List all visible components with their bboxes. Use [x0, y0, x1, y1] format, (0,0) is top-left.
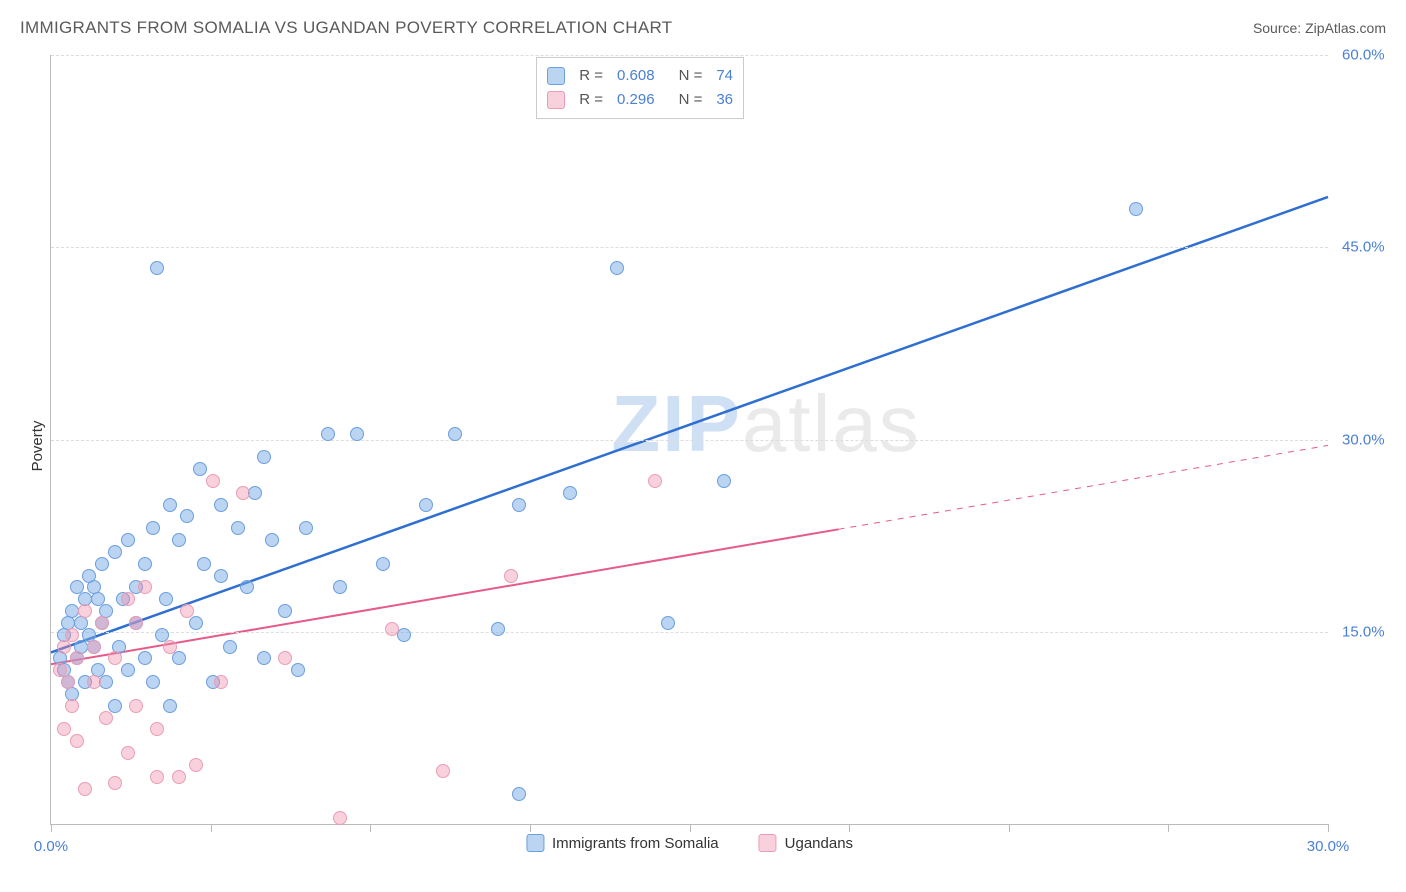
- x-tick: [1168, 824, 1169, 832]
- gridline: [51, 632, 1328, 633]
- legend-n-label: N =: [679, 88, 703, 112]
- y-tick-label: 30.0%: [1342, 431, 1385, 448]
- x-tick: [690, 824, 691, 832]
- legend-r-label: R =: [579, 64, 603, 88]
- legend-r-value: 0.608: [617, 64, 655, 88]
- x-tick: [211, 824, 212, 832]
- legend-swatch: [526, 834, 544, 852]
- y-axis-title: Poverty: [29, 421, 46, 472]
- legend-n-value: 36: [716, 88, 733, 112]
- x-tick: [370, 824, 371, 832]
- gridline: [51, 440, 1328, 441]
- legend-stats: R = 0.608 N = 74 R = 0.296 N = 36: [536, 57, 744, 119]
- chart-area: ZIPatlas R =0.608N =74R =0.296N =36 Immi…: [50, 55, 1328, 825]
- x-tick: [530, 824, 531, 832]
- legend-swatch: [547, 67, 565, 85]
- legend-r-label: R =: [579, 88, 603, 112]
- legend-series-name: Immigrants from Somalia: [552, 835, 719, 852]
- x-tick-label: 0.0%: [34, 838, 68, 855]
- legend-n-value: 74: [716, 64, 733, 88]
- x-tick: [51, 824, 52, 832]
- legend-swatch: [759, 834, 777, 852]
- legend-series-item: Immigrants from Somalia: [526, 834, 719, 852]
- x-tick-label: 30.0%: [1307, 838, 1350, 855]
- gridline: [51, 55, 1328, 56]
- y-tick-label: 45.0%: [1342, 239, 1385, 256]
- y-tick-label: 60.0%: [1342, 47, 1385, 64]
- x-tick: [1009, 824, 1010, 832]
- legend-swatch: [547, 91, 565, 109]
- legend-series-item: Ugandans: [759, 834, 853, 852]
- source-label: Source: ZipAtlas.com: [1253, 20, 1386, 36]
- x-tick: [1328, 824, 1329, 832]
- page-title: IMMIGRANTS FROM SOMALIA VS UGANDAN POVER…: [20, 18, 672, 38]
- legend-r-value: 0.296: [617, 88, 655, 112]
- gridline: [51, 247, 1328, 248]
- legend-n-label: N =: [679, 64, 703, 88]
- legend-stats-row: R = 0.608 N = 74: [547, 64, 733, 88]
- legend-series: Immigrants from Somalia Ugandans: [526, 834, 853, 852]
- legend-series-name: Ugandans: [785, 835, 853, 852]
- legend-stats-row: R = 0.296 N = 36: [547, 88, 733, 112]
- x-tick: [849, 824, 850, 832]
- y-tick-label: 15.0%: [1342, 623, 1385, 640]
